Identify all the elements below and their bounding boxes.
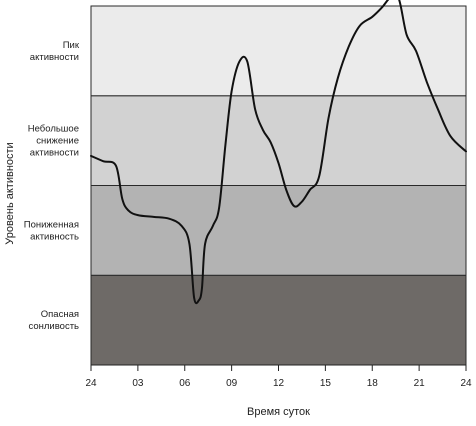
x-tick-label: 09 — [226, 378, 238, 389]
band-label-line: активности — [30, 52, 79, 63]
band-label-line: снижение — [36, 136, 79, 147]
activity-bands — [90, 5, 467, 366]
x-axis-ticks: 24 03 06 09 12 15 18 21 24 — [85, 365, 472, 389]
band-label-line: Пониженная — [24, 219, 79, 230]
activity-series — [90, 0, 467, 305]
band-label-line: активности — [30, 148, 79, 159]
band-label-line: Небольшое — [28, 124, 79, 135]
y-axis-title: Уровень активности — [4, 142, 16, 244]
band-label-line: Пик — [63, 40, 80, 51]
x-tick-label: 24 — [460, 378, 472, 389]
band-label-2: Небольшое снижение активности — [28, 124, 79, 159]
band-label-3: Пик активности — [30, 40, 80, 63]
x-tick-label: 18 — [367, 378, 379, 389]
band-label-0: Опасная сонливость — [28, 309, 79, 332]
x-tick-label: 12 — [273, 378, 285, 389]
series-line-0 — [90, 0, 467, 305]
band-label-line: сонливость — [28, 321, 79, 332]
x-tick-label: 03 — [132, 378, 144, 389]
band-1 — [90, 185, 467, 276]
band-3 — [90, 5, 467, 97]
x-tick-label: 21 — [414, 378, 426, 389]
band-label-1: Пониженная активность — [24, 219, 79, 242]
band-labels: Опасная сонливость Пониженная активность Неб… — [24, 40, 80, 332]
band-0 — [90, 274, 467, 366]
band-label-line: активность — [30, 231, 79, 242]
band-2 — [90, 95, 467, 186]
x-tick-label: 24 — [85, 378, 97, 389]
x-axis-title: Время суток — [247, 406, 310, 418]
band-label-line: Опасная — [41, 309, 79, 320]
x-tick-label: 15 — [320, 378, 332, 389]
x-tick-label: 06 — [179, 378, 191, 389]
